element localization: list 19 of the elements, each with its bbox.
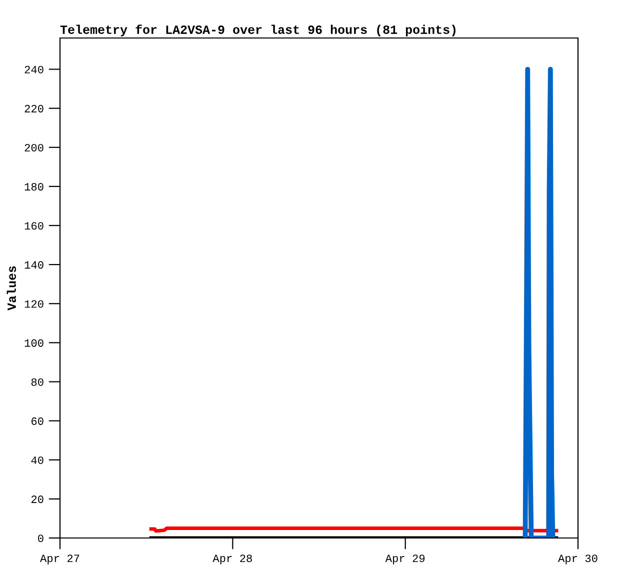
y-tick-label: 100	[24, 339, 44, 347]
y-tick-label: 120	[24, 300, 44, 308]
y-tick-label: 200	[24, 144, 44, 152]
chart-title: Telemetry for LA2VSA-9 over last 96 hours (81 points)	[60, 24, 456, 36]
y-tick-label: 220	[24, 104, 44, 112]
x-tick-label: Apr 27	[40, 554, 80, 564]
x-tick-label: Apr 29	[385, 554, 425, 564]
y-axis-title: Values	[6, 266, 16, 310]
y-tick-label: 40	[31, 456, 44, 464]
y-tick-label: 240	[24, 66, 44, 74]
y-tick-label: 0	[38, 534, 44, 542]
x-tick-label: Apr 28	[212, 554, 252, 564]
y-tick-label: 80	[31, 378, 44, 386]
y-tick-label: 180	[24, 183, 44, 191]
x-tick-label: Apr 30	[558, 554, 598, 564]
y-tick-label: 60	[32, 417, 44, 425]
y-tick-label: 140	[24, 261, 44, 269]
y-tick-label: 20	[31, 496, 44, 504]
y-tick-label: 160	[24, 222, 44, 230]
